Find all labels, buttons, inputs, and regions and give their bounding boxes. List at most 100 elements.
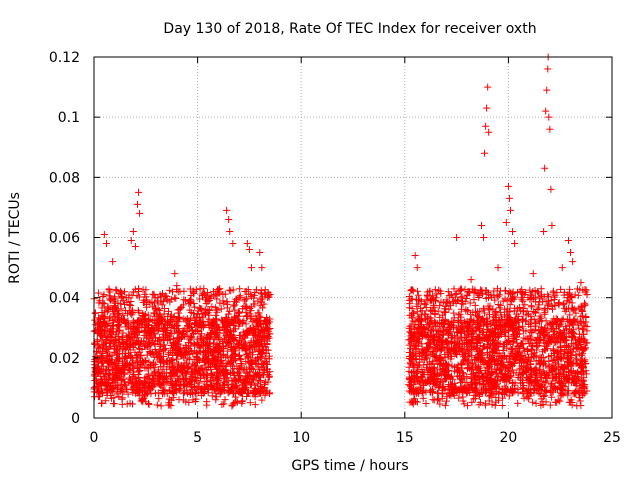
data-point bbox=[256, 341, 264, 349]
data-point bbox=[227, 386, 235, 394]
data-point bbox=[129, 357, 137, 365]
data-point bbox=[191, 303, 199, 311]
data-point bbox=[102, 387, 110, 395]
data-point bbox=[573, 355, 581, 363]
data-point bbox=[149, 359, 157, 367]
x-tick-label: 5 bbox=[193, 430, 202, 446]
data-point bbox=[218, 401, 226, 409]
data-point bbox=[223, 370, 231, 378]
data-point bbox=[105, 328, 113, 336]
data-point bbox=[186, 380, 194, 388]
data-point bbox=[109, 316, 117, 324]
data-point bbox=[156, 311, 164, 319]
data-point bbox=[133, 338, 141, 346]
data-point bbox=[216, 381, 224, 389]
data-point bbox=[121, 350, 129, 358]
x-tick-label: 20 bbox=[499, 430, 517, 446]
data-point bbox=[124, 390, 132, 398]
data-point bbox=[94, 393, 102, 401]
data-point bbox=[188, 333, 196, 341]
data-point bbox=[145, 316, 153, 324]
data-point bbox=[252, 333, 260, 341]
data-point bbox=[254, 297, 262, 305]
data-point bbox=[181, 296, 189, 304]
data-point bbox=[222, 322, 230, 330]
data-point bbox=[167, 318, 175, 326]
data-point bbox=[263, 360, 271, 368]
data-point bbox=[179, 363, 187, 371]
data-point bbox=[208, 386, 216, 394]
data-point bbox=[521, 301, 529, 309]
data-point bbox=[159, 352, 167, 360]
data-point bbox=[112, 345, 120, 353]
data-point bbox=[478, 358, 486, 366]
data-point bbox=[160, 390, 168, 398]
data-point bbox=[143, 303, 151, 311]
data-point bbox=[235, 294, 243, 302]
data-point bbox=[158, 368, 166, 376]
data-point bbox=[229, 399, 237, 407]
data-point bbox=[171, 327, 179, 335]
data-point bbox=[105, 292, 113, 300]
data-point bbox=[93, 336, 101, 344]
data-point bbox=[158, 289, 166, 297]
data-point bbox=[164, 307, 172, 315]
data-point bbox=[164, 357, 172, 365]
data-point bbox=[208, 320, 216, 328]
data-point bbox=[203, 401, 211, 409]
y-tick-label: 0.02 bbox=[49, 351, 80, 367]
data-point bbox=[264, 293, 272, 301]
data-point bbox=[160, 341, 168, 349]
data-point bbox=[246, 399, 254, 407]
data-point bbox=[417, 311, 425, 319]
data-point bbox=[240, 297, 248, 305]
data-point bbox=[254, 363, 262, 371]
data-point bbox=[191, 389, 199, 397]
data-point bbox=[176, 374, 184, 382]
data-point bbox=[257, 388, 265, 396]
data-point bbox=[450, 285, 458, 293]
data-point bbox=[266, 325, 274, 333]
data-point bbox=[197, 316, 205, 324]
data-point bbox=[214, 286, 222, 294]
data-point bbox=[170, 389, 178, 397]
data-point bbox=[134, 363, 142, 371]
data-point bbox=[194, 370, 202, 378]
data-point bbox=[187, 315, 195, 323]
data-point bbox=[217, 353, 225, 361]
data-point bbox=[175, 305, 183, 313]
data-point bbox=[193, 310, 201, 318]
data-point bbox=[190, 310, 198, 318]
data-point bbox=[222, 332, 230, 340]
data-point bbox=[219, 361, 227, 369]
data-point bbox=[188, 327, 196, 335]
data-point bbox=[113, 287, 121, 295]
data-point bbox=[219, 297, 227, 305]
data-point bbox=[178, 334, 186, 342]
data-point bbox=[456, 379, 464, 387]
data-point bbox=[135, 327, 143, 335]
data-point bbox=[246, 310, 254, 318]
data-point bbox=[187, 339, 195, 347]
data-point bbox=[204, 288, 212, 296]
data-point bbox=[196, 295, 204, 303]
data-point bbox=[440, 309, 448, 317]
data-point bbox=[237, 389, 245, 397]
data-point bbox=[202, 308, 210, 316]
data-point bbox=[408, 286, 416, 294]
data-point bbox=[142, 357, 150, 365]
data-point bbox=[94, 369, 102, 377]
data-point bbox=[101, 338, 109, 346]
data-point bbox=[178, 351, 186, 359]
data-point bbox=[522, 327, 530, 335]
data-point bbox=[159, 363, 167, 371]
data-point bbox=[153, 401, 161, 409]
data-point bbox=[214, 373, 222, 381]
data-point bbox=[198, 305, 206, 313]
y-tick-label: 0.04 bbox=[49, 291, 80, 307]
data-point bbox=[546, 401, 554, 409]
data-point bbox=[197, 341, 205, 349]
data-point bbox=[125, 307, 133, 315]
data-point bbox=[131, 374, 139, 382]
data-point bbox=[260, 332, 268, 340]
